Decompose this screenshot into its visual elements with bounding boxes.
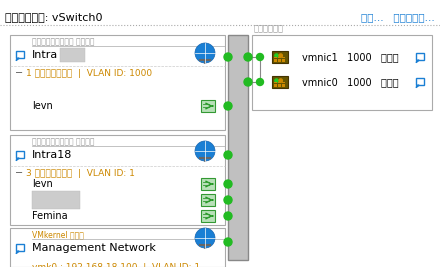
Circle shape xyxy=(224,196,232,204)
Text: levn: levn xyxy=(32,101,53,111)
Text: Management Network: Management Network xyxy=(32,243,156,253)
Circle shape xyxy=(195,141,215,161)
Circle shape xyxy=(275,79,278,82)
Bar xyxy=(201,210,215,222)
Bar xyxy=(274,82,276,83)
Bar xyxy=(416,53,425,60)
Polygon shape xyxy=(416,60,419,62)
Text: vmnic0   1000   全二重: vmnic0 1000 全二重 xyxy=(302,77,399,87)
Bar xyxy=(274,60,276,62)
Circle shape xyxy=(224,102,232,110)
Bar xyxy=(15,244,24,251)
Circle shape xyxy=(224,238,232,246)
Bar xyxy=(278,82,281,83)
Circle shape xyxy=(195,228,215,248)
Bar xyxy=(228,35,248,260)
Text: 1 台の仮想マシン  |  VLAN ID: 1000: 1 台の仮想マシン | VLAN ID: 1000 xyxy=(26,69,152,77)
Polygon shape xyxy=(16,251,19,254)
Text: Intra: Intra xyxy=(32,50,58,60)
Bar xyxy=(10,35,225,130)
Bar xyxy=(15,151,24,158)
Bar xyxy=(278,59,281,60)
Bar xyxy=(278,57,281,58)
Bar xyxy=(201,194,215,206)
Text: vmk0 : 192.168.18.100  |  VLAN ID: 1: vmk0 : 192.168.18.100 | VLAN ID: 1 xyxy=(32,264,200,267)
Circle shape xyxy=(257,78,264,85)
Bar xyxy=(282,57,285,58)
Circle shape xyxy=(279,54,282,57)
Bar xyxy=(274,85,276,87)
Bar xyxy=(274,57,276,58)
Bar xyxy=(282,59,285,60)
Circle shape xyxy=(257,53,264,61)
Circle shape xyxy=(275,54,278,57)
Bar xyxy=(278,60,281,62)
Text: 仮想マシンのポート グループ: 仮想マシンのポート グループ xyxy=(32,37,95,46)
Circle shape xyxy=(195,43,215,63)
Text: −: − xyxy=(15,68,23,78)
Bar xyxy=(32,191,80,209)
Bar xyxy=(274,84,276,85)
Circle shape xyxy=(224,212,232,220)
Bar xyxy=(278,85,281,87)
Text: 3 台の仮想マシン  |  VLAN ID: 1: 3 台の仮想マシン | VLAN ID: 1 xyxy=(26,168,135,178)
Bar xyxy=(282,82,285,83)
Bar xyxy=(15,52,24,58)
Polygon shape xyxy=(16,58,19,61)
Text: levn: levn xyxy=(32,179,53,189)
Bar xyxy=(201,100,215,112)
Bar xyxy=(282,60,285,62)
Bar xyxy=(59,48,84,62)
Bar xyxy=(282,84,285,85)
Bar xyxy=(278,84,281,85)
Circle shape xyxy=(224,151,232,159)
Text: 仮想マシンのポート グループ: 仮想マシンのポート グループ xyxy=(32,137,95,146)
Polygon shape xyxy=(16,158,19,160)
Text: −: − xyxy=(15,168,23,178)
Bar xyxy=(272,76,288,88)
Text: 標準スイッチ: vSwitch0: 標準スイッチ: vSwitch0 xyxy=(5,12,103,22)
Bar xyxy=(272,51,288,63)
Bar xyxy=(274,59,276,60)
Circle shape xyxy=(224,53,232,61)
Bar xyxy=(252,35,432,110)
Text: Femina: Femina xyxy=(32,211,68,221)
Bar xyxy=(201,178,215,190)
Bar xyxy=(282,85,285,87)
Text: 削除...   プロパティ...: 削除... プロパティ... xyxy=(361,12,435,22)
Bar xyxy=(10,135,225,225)
Circle shape xyxy=(244,53,252,61)
Text: VMkernel ポート: VMkernel ポート xyxy=(32,230,84,239)
Polygon shape xyxy=(416,85,419,88)
Text: vmnic1   1000   全二重: vmnic1 1000 全二重 xyxy=(302,52,399,62)
Bar xyxy=(416,78,425,85)
Text: Intra18: Intra18 xyxy=(32,150,72,160)
Circle shape xyxy=(244,78,252,86)
Circle shape xyxy=(224,180,232,188)
Bar xyxy=(10,228,225,267)
Text: 物理アダプタ: 物理アダプタ xyxy=(254,24,284,33)
Circle shape xyxy=(279,79,282,82)
